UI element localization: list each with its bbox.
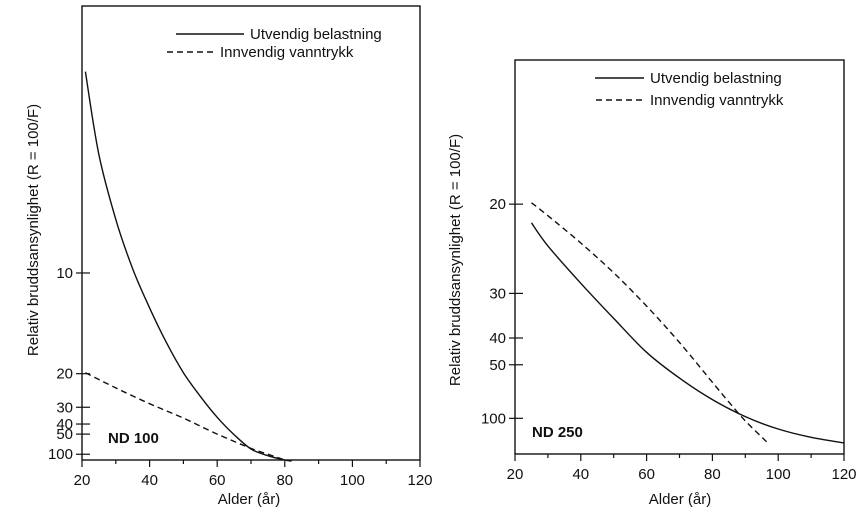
nd250-x-tick-label: 120 [831,466,856,483]
nd100-y-tick-label: 40 [56,416,73,433]
nd100-y-tick-label: 10 [56,265,73,282]
nd100-legend: Utvendig belastning Innvendig vanntrykk [167,26,382,61]
nd250-y-tick-label: 40 [489,330,506,347]
nd250-y-ticks: 20 30 40 50 100 [481,196,523,427]
nd250-y-axis-title: Relativ bruddsansynlighet (R = 100/F) [447,134,464,386]
nd100-plot-frame [81,5,421,461]
nd250-x-ticks: 20 40 60 80 100 120 [507,454,857,483]
nd250-plot-frame [514,59,845,455]
nd250-x-tick-label: 20 [507,466,524,483]
nd100-legend-solid-label: Utvendig belastning [250,26,382,43]
nd250-legend-dashed-label: Innvendig vanntrykk [650,92,784,109]
nd100-y-tick-label: 50 [56,426,73,443]
nd100-x-tick-label: 20 [74,472,91,489]
nd100-legend-dashed-label: Innvendig vanntrykk [220,44,354,61]
nd100-series-utvendig-line [84,71,292,462]
nd100-x-axis-title: Alder (år) [218,491,281,508]
nd100-x-tick-label: 100 [340,472,365,489]
nd250-y-tick-label: 50 [489,357,506,374]
nd100-y-tick-label: 20 [56,366,73,383]
nd250-legend-solid-label: Utvendig belastning [650,70,782,87]
nd100-x-tick-label: 120 [407,472,432,489]
nd250-x-tick-label: 100 [766,466,791,483]
nd100-y-tick-label: 100 [48,446,73,463]
nd100-x-ticks: 20 40 60 80 100 120 [74,460,433,489]
chart-nd250: 20 40 60 80 100 120 20 30 40 50 100 Alder (år) Re… [447,59,857,508]
nd250-x-tick-label: 80 [704,466,721,483]
nd250-legend: Utvendig belastning Innvendig vanntrykk [595,70,784,109]
nd100-y-axis-title: Relativ bruddsansynlighet (R = 100/F) [25,104,42,356]
nd250-x-axis-title: Alder (år) [649,491,712,508]
nd250-panel-tag: ND 250 [532,424,583,441]
nd250-series-utvendig-line [530,222,845,444]
nd250-y-tick-label: 100 [481,410,506,427]
nd250-y-tick-label: 30 [489,285,506,302]
nd250-x-tick-label: 40 [572,466,589,483]
nd100-y-tick-label: 30 [56,399,73,416]
nd250-y-tick-label: 20 [489,196,506,213]
nd100-x-tick-label: 40 [141,472,158,489]
nd100-x-tick-label: 80 [276,472,293,489]
nd100-x-tick-label: 60 [209,472,226,489]
nd250-x-tick-label: 60 [638,466,655,483]
nd100-panel-tag: ND 100 [108,430,159,447]
nd250-series-innvendig-line [531,202,769,444]
